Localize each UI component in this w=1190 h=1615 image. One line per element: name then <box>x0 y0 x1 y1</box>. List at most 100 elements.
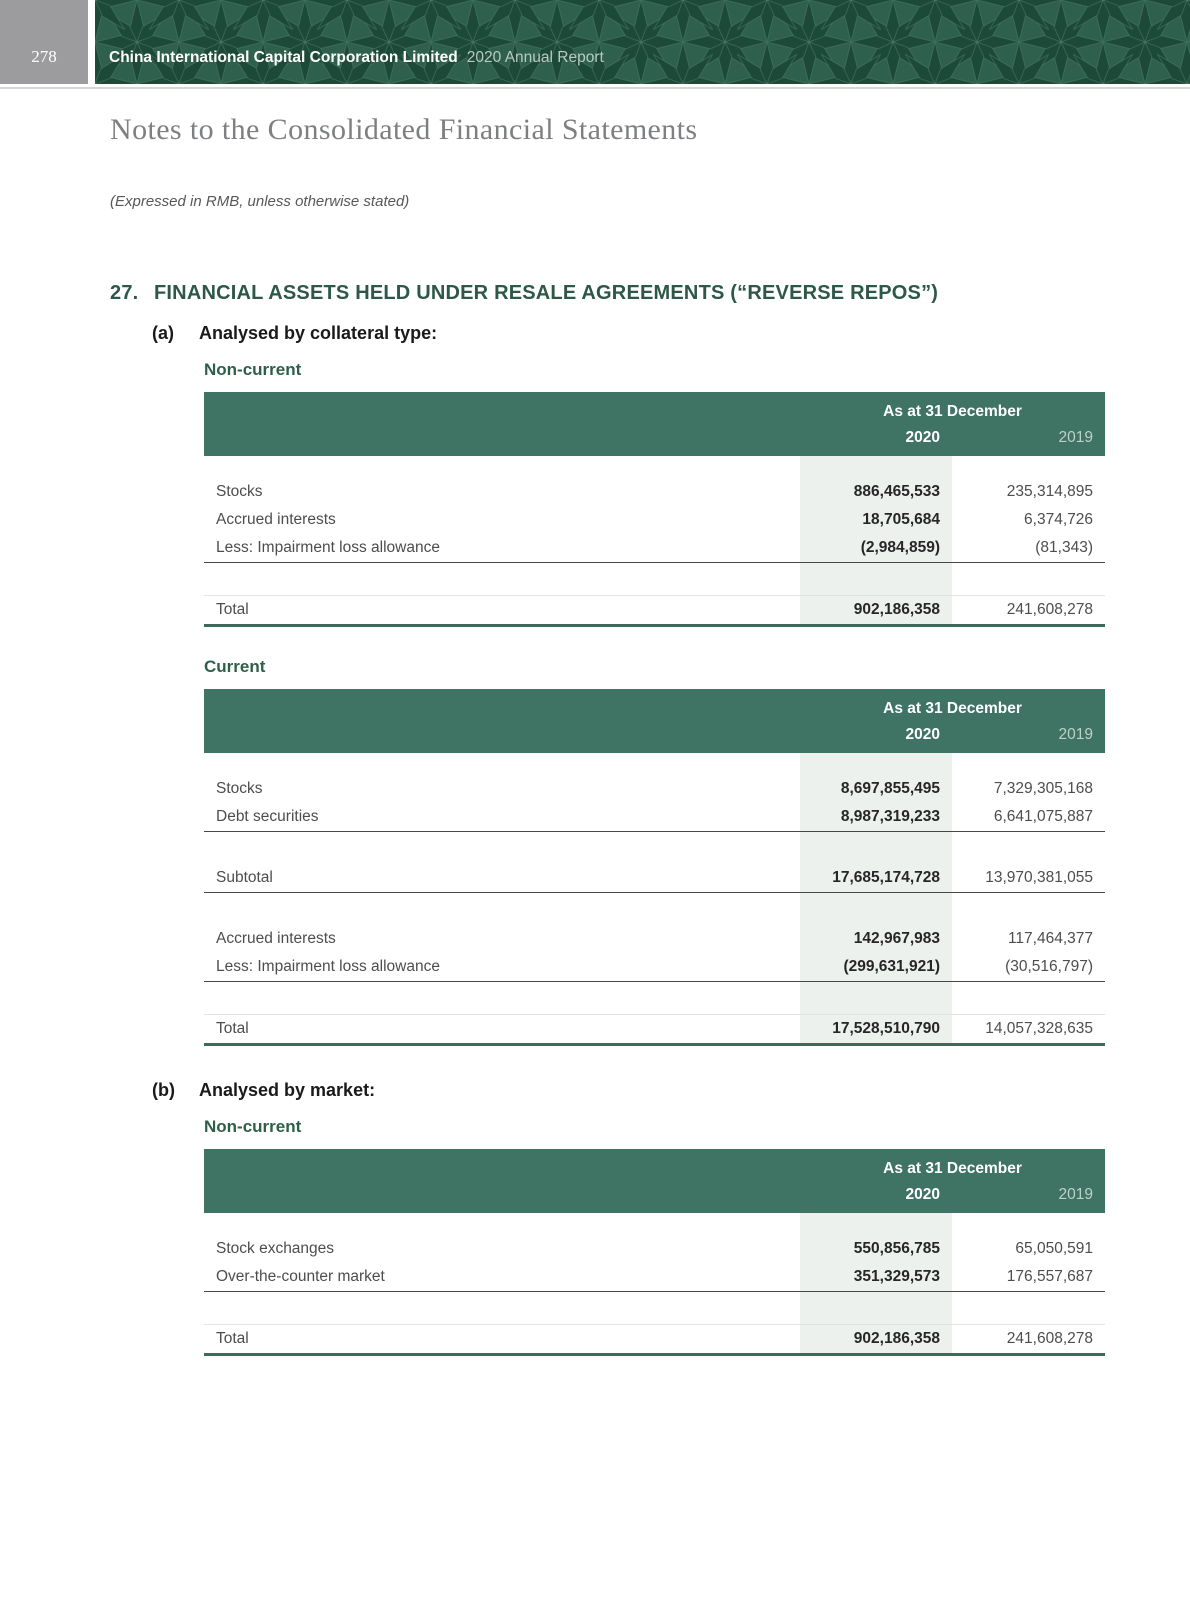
table-row: Accrued interests 142,967,983 117,464,37… <box>204 925 1105 953</box>
row-label: Over-the-counter market <box>216 1268 385 1285</box>
report-title: 2020 Annual Report <box>466 49 604 66</box>
table-spacer <box>204 563 1105 595</box>
row-divider <box>204 892 1105 893</box>
table-spacer <box>204 1213 1105 1235</box>
page-content: Notes to the Consolidated Financial Stat… <box>0 113 1190 1356</box>
table-spacer <box>204 893 1105 925</box>
section-title: FINANCIAL ASSETS HELD UNDER RESALE AGREE… <box>154 282 939 304</box>
table-header-band: As at 31 December 2020 2019 <box>204 1149 1105 1213</box>
value-2019: 6,641,075,887 <box>993 808 1093 825</box>
value-2019: 65,050,591 <box>1015 1240 1093 1257</box>
value-2020: (2,984,859) <box>860 539 940 556</box>
value-2019: 241,608,278 <box>1006 601 1093 618</box>
row-divider <box>204 981 1105 982</box>
row-label: Accrued interests <box>216 930 336 947</box>
table-market-noncurrent: As at 31 December 2020 2019 Stock exchan… <box>204 1149 1105 1356</box>
header-span-label: As at 31 December <box>883 403 1022 420</box>
row-label: Subtotal <box>216 869 273 886</box>
row-divider-light <box>204 1324 1105 1325</box>
value-2020: 351,329,573 <box>853 1268 940 1285</box>
value-2019: 14,057,328,635 <box>985 1020 1093 1037</box>
row-divider <box>204 562 1105 563</box>
table-body: Stock exchanges 550,856,785 65,050,591 O… <box>204 1213 1105 1356</box>
value-2019: 176,557,687 <box>1006 1268 1093 1285</box>
table-body: Stocks 8,697,855,495 7,329,305,168 Debt … <box>204 753 1105 1046</box>
value-2020: 8,987,319,233 <box>840 808 940 825</box>
document-title: Notes to the Consolidated Financial Stat… <box>110 113 698 146</box>
table-spacer <box>204 753 1105 775</box>
value-2019: (81,343) <box>1035 539 1093 556</box>
section-heading: 27. FINANCIAL ASSETS HELD UNDER RESALE A… <box>110 282 1190 305</box>
table-spacer <box>204 832 1105 864</box>
row-label: Total <box>216 1020 249 1037</box>
subsection-b-title: Analysed by market: <box>199 1080 376 1100</box>
table-caption-current: Current <box>204 657 266 676</box>
table-row: Stock exchanges 550,856,785 65,050,591 <box>204 1235 1105 1263</box>
row-label: Debt securities <box>216 808 319 825</box>
subsection-a-title: Analysed by collateral type: <box>199 323 438 343</box>
total-row: Total 902,186,358 241,608,278 <box>204 1325 1105 1353</box>
table-row: Accrued interests 18,705,684 6,374,726 <box>204 506 1105 534</box>
value-2020: 17,528,510,790 <box>832 1020 940 1037</box>
value-2020: 142,967,983 <box>853 930 940 947</box>
col-header-2020: 2020 <box>905 1186 940 1203</box>
row-divider-light <box>204 1014 1105 1015</box>
row-label: Stocks <box>216 483 263 500</box>
col-header-2019: 2019 <box>1058 726 1093 743</box>
col-2020-shade <box>800 1213 952 1353</box>
page-number: 278 <box>31 47 57 66</box>
header-span-label: As at 31 December <box>883 1160 1022 1177</box>
table-collateral-noncurrent: As at 31 December 2020 2019 Stocks 886,4… <box>204 392 1105 627</box>
table-caption-noncurrent-b: Non-current <box>204 1117 302 1136</box>
col-2020-shade <box>800 753 952 1043</box>
subtotal-row: Subtotal 17,685,174,728 13,970,381,055 <box>204 864 1105 892</box>
row-divider-light <box>204 595 1105 596</box>
table-caption-noncurrent: Non-current <box>204 360 302 379</box>
value-2020: 902,186,358 <box>853 601 940 618</box>
value-2020: 902,186,358 <box>853 1330 940 1347</box>
table-row: Over-the-counter market 351,329,573 176,… <box>204 1263 1105 1291</box>
section-number: 27. <box>110 282 139 304</box>
table-header-band: As at 31 December 2020 2019 <box>204 689 1105 753</box>
col-header-2019: 2019 <box>1058 1186 1093 1203</box>
value-2019: (30,516,797) <box>1005 958 1093 975</box>
row-label: Less: Impairment loss allowance <box>216 539 440 556</box>
table-collateral-current: As at 31 December 2020 2019 Stocks 8,697… <box>204 689 1105 1046</box>
value-2019: 7,329,305,168 <box>993 780 1093 797</box>
value-2019: 241,608,278 <box>1006 1330 1093 1347</box>
table-row: Less: Impairment loss allowance (299,631… <box>204 953 1105 981</box>
col-header-2019: 2019 <box>1058 429 1093 446</box>
row-label: Less: Impairment loss allowance <box>216 958 440 975</box>
row-label: Total <box>216 1330 249 1347</box>
table-spacer <box>204 456 1105 478</box>
col-header-2020: 2020 <box>905 726 940 743</box>
value-2020: (299,631,921) <box>843 958 940 975</box>
row-divider <box>204 1291 1105 1292</box>
header-span-label: As at 31 December <box>883 700 1022 717</box>
table-row: Debt securities 8,987,319,233 6,641,075,… <box>204 803 1105 831</box>
value-2020: 18,705,684 <box>862 511 940 528</box>
subsection-b-label: (b) <box>152 1080 175 1100</box>
table-row: Stocks 8,697,855,495 7,329,305,168 <box>204 775 1105 803</box>
page-number-box: 278 <box>0 0 88 84</box>
value-2019: 13,970,381,055 <box>985 869 1093 886</box>
total-row: Total 902,186,358 241,608,278 <box>204 596 1105 624</box>
banner-text: China International Capital Corporation … <box>109 49 604 67</box>
value-2019: 235,314,895 <box>1006 483 1093 500</box>
row-label: Total <box>216 601 249 618</box>
value-2019: 6,374,726 <box>1024 511 1093 528</box>
table-row: Stocks 886,465,533 235,314,895 <box>204 478 1105 506</box>
table-spacer <box>204 982 1105 1014</box>
banner: China International Capital Corporation … <box>95 0 1190 84</box>
value-2019: 117,464,377 <box>1007 930 1093 947</box>
row-divider <box>204 831 1105 832</box>
currency-note: (Expressed in RMB, unless otherwise stat… <box>110 193 410 210</box>
company-name: China International Capital Corporation … <box>109 49 458 66</box>
row-label: Stock exchanges <box>216 1240 335 1257</box>
subsection-a-label: (a) <box>152 323 174 343</box>
value-2020: 886,465,533 <box>853 483 940 500</box>
header-divider <box>0 87 1190 89</box>
asanoha-pattern <box>95 0 1190 84</box>
value-2020: 550,856,785 <box>853 1240 940 1257</box>
value-2020: 17,685,174,728 <box>832 869 940 886</box>
